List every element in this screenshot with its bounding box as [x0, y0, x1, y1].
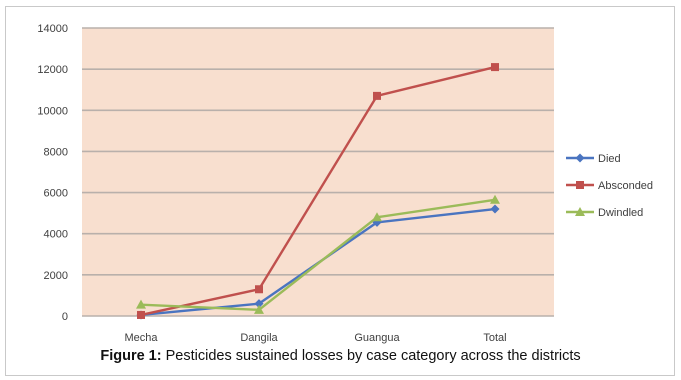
- y-tick-label: 0: [62, 311, 68, 323]
- data-point-absconded: [255, 285, 263, 294]
- x-axis-ticks: Mecha Dangila Guangua Total: [124, 332, 506, 344]
- y-tick-label: 6000: [44, 188, 68, 200]
- y-tick-label: 14000: [37, 23, 68, 35]
- x-tick-label: Total: [483, 332, 506, 344]
- x-tick-label: Guangua: [354, 332, 400, 344]
- data-point-absconded: [373, 91, 381, 100]
- data-point-died: [254, 299, 264, 309]
- data-point-absconded: [137, 310, 145, 319]
- caption-text: Pesticides sustained losses by case cate…: [161, 348, 581, 364]
- series-dwindled: [136, 194, 500, 314]
- plot-area: [82, 28, 554, 316]
- legend-marker: [575, 153, 585, 163]
- legend-label: Dwindled: [598, 207, 643, 219]
- data-point-dwindled: [136, 299, 146, 309]
- legend-item-absconded: Absconded: [566, 180, 653, 192]
- x-tick-label: Mecha: [124, 332, 158, 344]
- legend-item-dwindled: Dwindled: [566, 207, 643, 219]
- x-tick-label: Dangila: [240, 332, 278, 344]
- legend-marker: [575, 207, 585, 216]
- y-tick-label: 12000: [37, 64, 68, 76]
- y-tick-label: 2000: [44, 270, 68, 282]
- data-point-dwindled: [372, 212, 382, 222]
- series-group: [136, 63, 500, 320]
- y-tick-label: 10000: [37, 105, 68, 117]
- series-line-absconded: [140, 65, 496, 317]
- data-point-absconded: [491, 63, 499, 72]
- y-tick-label: 8000: [44, 146, 68, 158]
- data-point-dwindled: [254, 304, 264, 314]
- series-absconded: [137, 63, 499, 319]
- y-axis-ticks: 0 2000 4000 6000 8000 10000 12000 14000: [37, 23, 68, 323]
- legend-item-died: Died: [566, 153, 621, 165]
- data-point-dwindled: [490, 194, 500, 204]
- series-line-dwindled: [140, 198, 496, 312]
- caption-label: Figure 1:: [100, 348, 162, 364]
- y-tick-label: 4000: [44, 229, 68, 241]
- legend-label: Died: [598, 153, 621, 165]
- data-point-died: [490, 204, 500, 214]
- gridlines: [82, 27, 554, 317]
- legend-marker: [576, 181, 584, 189]
- legend: Died Absconded Dwindled: [566, 153, 653, 219]
- legend-label: Absconded: [598, 180, 653, 192]
- figure-caption: Figure 1: Pesticides sustained losses by…: [0, 348, 681, 364]
